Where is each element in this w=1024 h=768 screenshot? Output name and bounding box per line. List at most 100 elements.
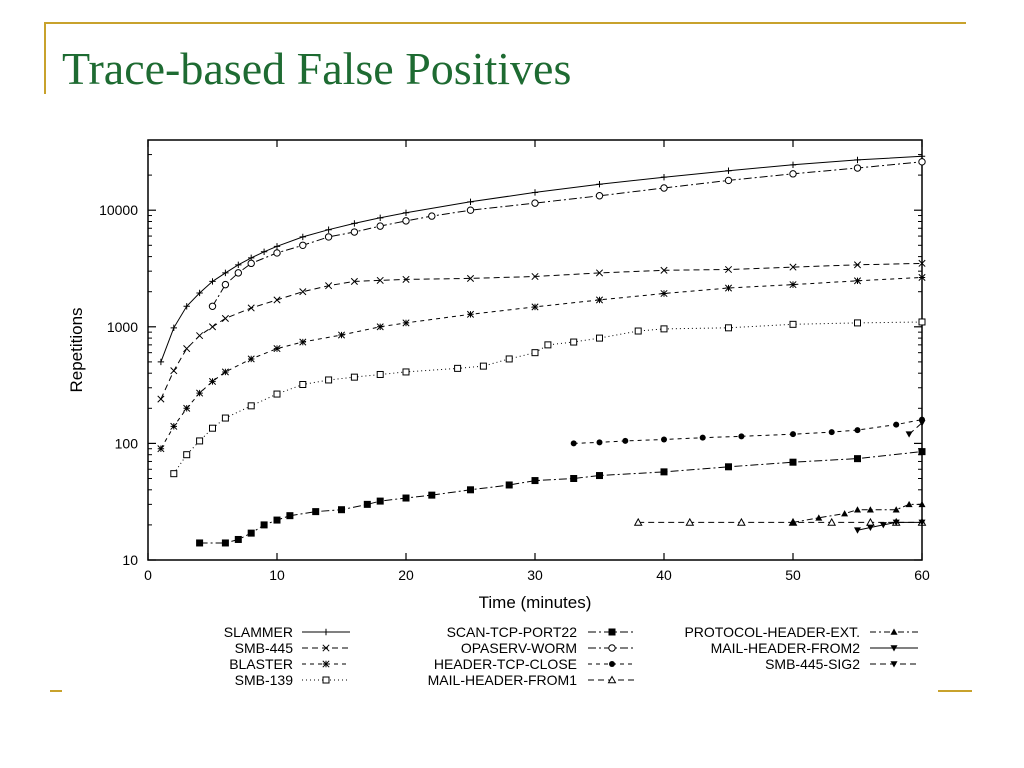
series-protocol-header-ext (789, 500, 926, 526)
legend-entry: SMB-445 (235, 640, 350, 656)
data-point (299, 233, 306, 241)
data-point (247, 529, 255, 537)
data-point (854, 156, 861, 164)
data-point (196, 539, 204, 547)
data-point (853, 164, 862, 172)
data-point (196, 332, 204, 340)
data-point (196, 389, 204, 397)
data-point (505, 481, 513, 489)
legend-label: MAIL-HEADER-FROM1 (428, 672, 578, 688)
data-point (866, 524, 874, 531)
data-point (724, 265, 733, 274)
data-point (157, 358, 165, 366)
legend-marker (322, 676, 330, 684)
title-frame-top-line (44, 22, 966, 24)
data-point (660, 266, 668, 274)
legend-entry: SMB-139 (235, 672, 350, 688)
data-point (866, 506, 874, 513)
legend-label: HEADER-TCP-CLOSE (434, 656, 577, 672)
series-line (573, 419, 923, 444)
data-point (789, 161, 797, 169)
data-point (363, 500, 371, 508)
data-point (789, 281, 797, 289)
data-point (235, 261, 242, 269)
data-point (299, 241, 307, 250)
data-point (157, 395, 165, 403)
footer-accent-right (938, 690, 972, 692)
data-point (221, 539, 229, 547)
series-line (160, 155, 923, 363)
data-point (208, 302, 217, 310)
data-point (725, 463, 732, 471)
data-point (570, 475, 578, 483)
axis-ticks: 0 10 20 30 40 50 60 10 100 1000 10000 (99, 139, 930, 583)
data-point (376, 276, 384, 284)
series-header-tcp-close (570, 416, 925, 447)
data-point (209, 424, 216, 432)
data-point (402, 368, 410, 376)
data-point (570, 338, 578, 346)
data-point (918, 273, 926, 282)
data-point (892, 506, 900, 513)
data-point (234, 535, 242, 543)
data-point (531, 189, 539, 196)
legend-entry: OPASERV-WORM (461, 640, 636, 656)
series-opaserv-worm (208, 158, 926, 310)
data-point (827, 517, 837, 526)
data-point (402, 217, 410, 225)
legend-marker (608, 644, 616, 652)
data-point (377, 214, 384, 222)
data-point (221, 280, 230, 289)
data-point (879, 522, 887, 529)
data-point (479, 362, 487, 370)
y-tick-label: 100 (115, 435, 139, 451)
data-point (350, 277, 358, 285)
data-point (841, 510, 849, 517)
data-point (467, 486, 474, 494)
data-point (221, 414, 229, 422)
data-point (854, 427, 861, 434)
series-blaster (157, 273, 926, 453)
series-line (160, 276, 923, 449)
data-point (299, 338, 307, 346)
data-point (853, 261, 862, 269)
data-point (183, 451, 191, 459)
x-tick-label: 10 (269, 567, 285, 583)
data-point (273, 296, 281, 304)
data-point (170, 470, 178, 478)
y-axis-label: Repetitions (67, 307, 86, 392)
data-point (260, 248, 268, 255)
data-point (854, 527, 861, 534)
data-point (853, 277, 862, 285)
series-smb-139 (170, 318, 926, 478)
legend-entry: SLAMMER (224, 624, 350, 640)
legend-label: SMB-445-SIG2 (765, 656, 860, 672)
data-point (685, 517, 695, 526)
y-tick-label: 1000 (107, 319, 138, 335)
data-point (531, 477, 539, 485)
legend-label: SCAN-TCP-PORT22 (447, 624, 578, 640)
legend-marker (608, 628, 616, 636)
legend-marker (322, 628, 330, 636)
data-point (724, 284, 733, 292)
data-point (918, 519, 926, 526)
data-point (402, 209, 410, 216)
data-point (376, 370, 384, 378)
x-tick-label: 60 (914, 567, 930, 583)
data-point (337, 331, 346, 339)
data-point (828, 429, 835, 436)
data-point (789, 320, 797, 328)
legend-entry: MAIL-HEADER-FROM1 (428, 672, 636, 688)
data-point (325, 226, 332, 233)
data-point (299, 288, 307, 296)
data-point (596, 334, 603, 342)
series-line (199, 451, 923, 544)
data-point (183, 404, 191, 412)
data-point (402, 319, 410, 327)
data-point (170, 367, 178, 375)
data-point (854, 455, 861, 463)
data-point (596, 472, 603, 480)
data-point (595, 192, 604, 200)
data-point (351, 220, 358, 227)
x-tick-label: 20 (398, 567, 414, 583)
